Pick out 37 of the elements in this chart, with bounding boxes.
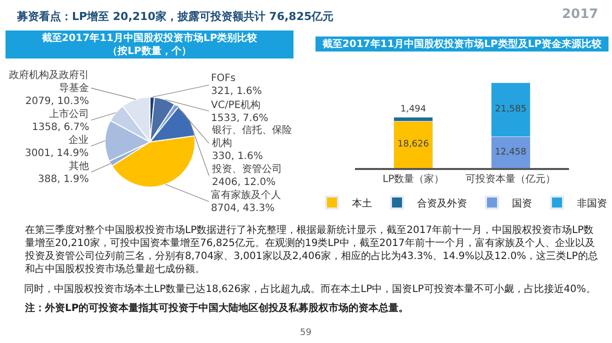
chart-subtitle: （按LP数量，个） <box>108 45 192 57</box>
data-label: 1533, 7.6% <box>211 113 268 124</box>
slice-label: 其他 <box>68 160 89 172</box>
data-label: 12,458 <box>494 147 527 158</box>
data-label: 2079, 10.3% <box>25 96 89 107</box>
legend-label: 国资 <box>512 197 532 210</box>
data-label: 330, 1.6% <box>212 151 263 162</box>
text: 同时，中国股权投资市场本土LP数量已达18,626家，占比超九成。而在本土LP中，国资LP可投资本量不可小觑，占比接近40%。 <box>24 283 596 295</box>
data-label: 18,626 <box>397 140 430 150</box>
x-tick-label: 可投资本量（亿元） <box>466 172 556 185</box>
legend-label: 本土 <box>352 197 372 210</box>
data-label: 1,494 <box>400 104 426 114</box>
data-label: 21,585 <box>494 104 526 115</box>
data-label: 388, 1.9% <box>38 174 89 185</box>
slice-label: 企业 <box>68 134 89 146</box>
data-label: 1358, 6.7% <box>32 122 90 133</box>
legend-label: 非国资 <box>577 197 607 210</box>
data-label: 8704, 43.3% <box>211 203 275 214</box>
chart-title: 截至2017年11月中国股权投资市场LP类别比较 <box>40 32 258 44</box>
text: 注：外资LP的可投资本量指其可投资于中国大陆地区创投及私募股权市场的资本总量。 <box>24 302 409 314</box>
data-label: 2406, 12.0% <box>212 177 276 188</box>
slice-label: 银行、信托、保险机构 <box>211 124 292 149</box>
slice-label: 投资、资管公司 <box>211 163 282 175</box>
text: 2017 <box>562 7 598 22</box>
slice-label: 富有家族及个人 <box>211 189 281 201</box>
slice-label: VC/PE机构 <box>211 99 261 111</box>
slice-label: 政府机构及政府引导基金 <box>9 69 89 94</box>
legend-label: 合资及外资 <box>417 197 467 210</box>
text: 在第三季度对整个中国股权投资市场LP数据进行了补充整理，根据最新统计显示，截至2017年前十一月，中国股权投资市场LP数量增至20,210家，可投中国资本量增至76,825亿元。在观测的19类LP中，截至2017年前十一个月，富有家族及个人、企业以及投资及资管公司位列前三名，分别有8,704家、3,001家以及2,406家，相应的占比为43.3%、14.9%以及12.0%，这三类LP的总和占中国股权投资市场总量超七成份额。 <box>24 224 598 275</box>
text: 募资看点：LP增至 20,210家，披露可投资额共计 76,825亿元 <box>16 10 334 23</box>
x-tick-label: LP数量（家） <box>382 172 444 185</box>
slice-label: FOFs <box>211 73 236 84</box>
chart-title: 截至2017年11月中国股权投资市场LP类型及LP资金来源比较 <box>321 38 603 50</box>
data-label: 3001, 14.9% <box>25 148 89 159</box>
text: 59 <box>300 328 312 338</box>
slice-label: 上市公司 <box>49 108 90 120</box>
data-label: 321, 1.6% <box>211 86 262 97</box>
